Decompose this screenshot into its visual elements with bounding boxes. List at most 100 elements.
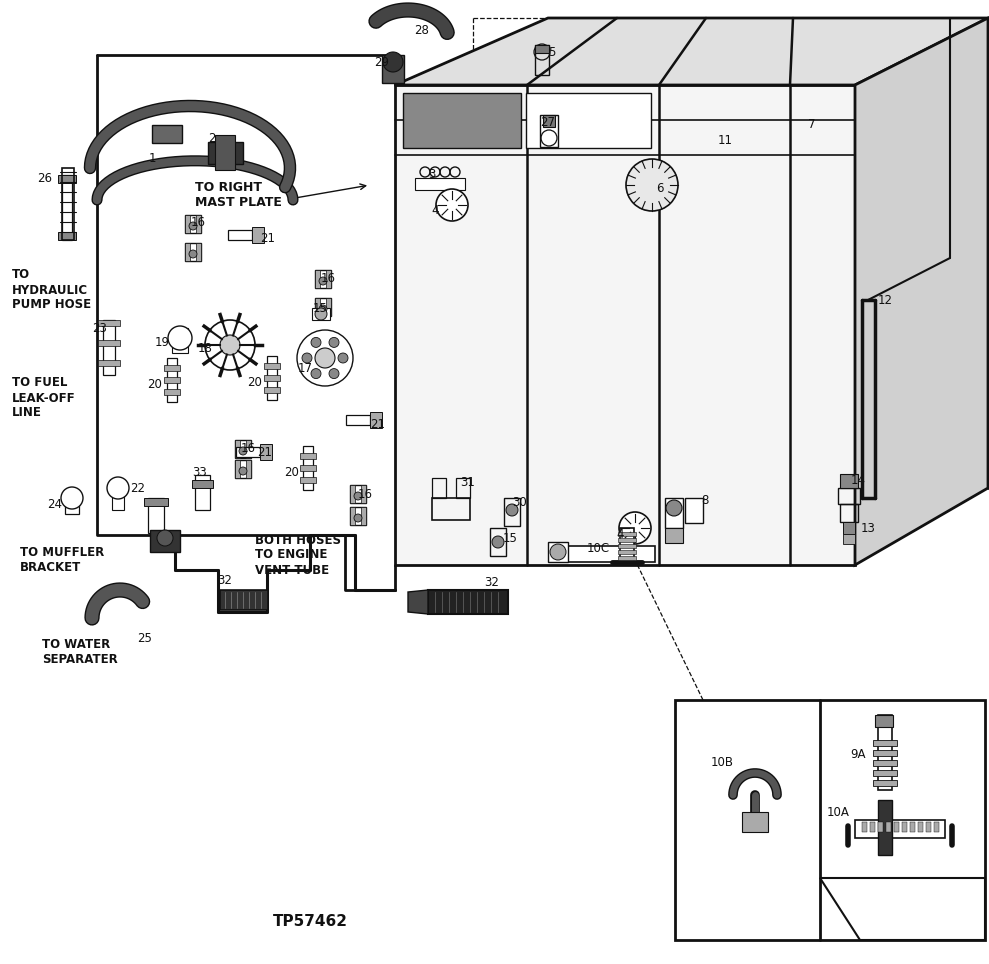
- Text: 15: 15: [502, 531, 517, 545]
- Bar: [264, 375, 280, 381]
- Bar: [878, 822, 883, 832]
- Bar: [185, 243, 190, 261]
- Text: 20: 20: [247, 376, 262, 388]
- Text: 14: 14: [851, 473, 865, 487]
- Bar: [843, 534, 855, 544]
- Circle shape: [297, 330, 353, 386]
- Circle shape: [220, 335, 240, 355]
- Bar: [62, 175, 72, 240]
- Text: 12: 12: [877, 293, 892, 307]
- Bar: [58, 232, 76, 240]
- Bar: [208, 142, 243, 164]
- Bar: [540, 115, 558, 147]
- Bar: [526, 93, 651, 148]
- Text: 2: 2: [209, 131, 216, 145]
- Text: 22: 22: [131, 481, 145, 495]
- Bar: [164, 365, 180, 371]
- Text: 13: 13: [860, 522, 875, 534]
- Text: 16: 16: [240, 442, 255, 454]
- Circle shape: [107, 477, 129, 499]
- Text: 21: 21: [257, 445, 273, 459]
- Bar: [215, 135, 235, 170]
- Bar: [934, 822, 939, 832]
- Text: 23: 23: [93, 322, 108, 335]
- Bar: [665, 528, 683, 543]
- Circle shape: [550, 544, 566, 560]
- Bar: [403, 93, 521, 148]
- Text: 27: 27: [541, 116, 556, 128]
- Bar: [535, 45, 549, 53]
- Bar: [873, 770, 897, 776]
- Text: TO FUEL
LEAK-OFF
LINE: TO FUEL LEAK-OFF LINE: [12, 377, 75, 419]
- Text: 4: 4: [616, 528, 624, 542]
- Bar: [300, 477, 316, 483]
- Bar: [252, 227, 264, 243]
- Circle shape: [319, 305, 327, 313]
- Circle shape: [189, 222, 197, 230]
- Bar: [902, 822, 907, 832]
- Bar: [665, 498, 683, 528]
- Bar: [742, 812, 768, 832]
- Bar: [62, 168, 74, 240]
- Circle shape: [189, 250, 197, 258]
- Text: 16: 16: [357, 489, 373, 501]
- Bar: [246, 460, 251, 478]
- Bar: [878, 715, 892, 790]
- Bar: [235, 460, 251, 478]
- Text: 11: 11: [717, 133, 733, 147]
- Bar: [58, 175, 76, 183]
- Bar: [235, 440, 251, 458]
- Text: 8: 8: [701, 494, 709, 506]
- Bar: [382, 55, 404, 83]
- Text: TO MUFFLER
BRACKET: TO MUFFLER BRACKET: [20, 546, 104, 574]
- Bar: [350, 485, 355, 503]
- Circle shape: [506, 504, 518, 516]
- Bar: [65, 492, 79, 514]
- Circle shape: [315, 308, 327, 320]
- Bar: [300, 453, 316, 459]
- Bar: [843, 522, 855, 534]
- Bar: [618, 538, 636, 542]
- Text: 30: 30: [512, 495, 527, 508]
- Bar: [620, 528, 634, 563]
- Bar: [838, 488, 860, 504]
- Polygon shape: [395, 18, 988, 85]
- Circle shape: [338, 353, 348, 363]
- Text: 7: 7: [808, 119, 816, 131]
- Bar: [220, 590, 268, 610]
- Circle shape: [239, 447, 247, 455]
- Bar: [300, 465, 316, 471]
- Polygon shape: [395, 85, 855, 565]
- Bar: [618, 556, 636, 560]
- Text: 19: 19: [154, 335, 169, 349]
- Bar: [152, 125, 182, 143]
- Text: 20: 20: [285, 466, 300, 478]
- Text: 16: 16: [191, 216, 206, 228]
- Bar: [315, 298, 331, 316]
- Bar: [350, 485, 366, 503]
- Text: 33: 33: [193, 466, 208, 478]
- Bar: [112, 480, 124, 510]
- Bar: [303, 446, 313, 490]
- Bar: [428, 590, 508, 614]
- Bar: [370, 412, 382, 428]
- Bar: [873, 750, 897, 756]
- Text: 29: 29: [375, 56, 390, 68]
- Circle shape: [354, 514, 362, 522]
- Text: TO WATER
SEPARATER: TO WATER SEPARATER: [42, 638, 118, 666]
- Text: 5: 5: [548, 45, 556, 59]
- Bar: [361, 507, 366, 525]
- Text: 26: 26: [38, 172, 52, 184]
- Bar: [315, 298, 320, 316]
- Text: 4: 4: [431, 203, 439, 217]
- Bar: [618, 532, 636, 536]
- Bar: [873, 780, 897, 786]
- Circle shape: [168, 326, 192, 350]
- Bar: [235, 440, 240, 458]
- Bar: [873, 740, 897, 746]
- Bar: [326, 298, 331, 316]
- Text: 16: 16: [320, 272, 335, 284]
- Circle shape: [157, 530, 173, 546]
- Circle shape: [239, 467, 247, 475]
- Circle shape: [619, 512, 651, 544]
